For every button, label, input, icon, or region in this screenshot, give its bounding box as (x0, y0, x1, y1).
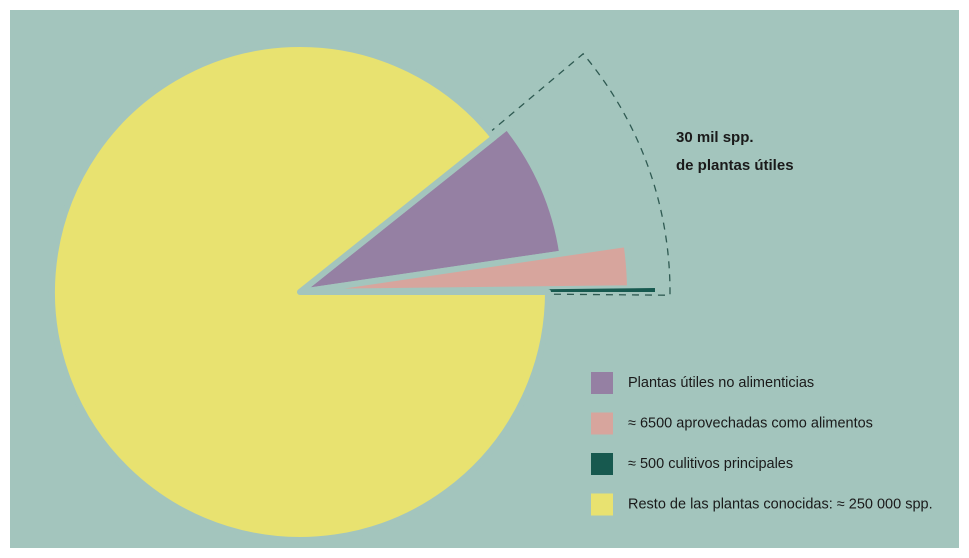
legend-swatch (591, 453, 613, 475)
legend-swatch (591, 372, 613, 394)
annotation: de plantas útiles (676, 157, 794, 174)
annotation: 30 mil spp. (676, 129, 754, 146)
pie-slice (49, 41, 551, 543)
legend-swatch (591, 493, 613, 516)
legend-label: Plantas útiles no alimenticias (628, 375, 814, 391)
pie-slice (297, 241, 633, 295)
pie-slice (297, 123, 566, 295)
legend-label: ≈ 6500 aprovechadas como alimentos (628, 415, 873, 431)
legend-label: Resto de las plantas conocidas: ≈ 250 00… (628, 496, 933, 512)
legend-label: ≈ 500 culitivos principales (628, 456, 793, 472)
legend-swatch (591, 412, 613, 435)
wedge-outline (298, 52, 671, 296)
